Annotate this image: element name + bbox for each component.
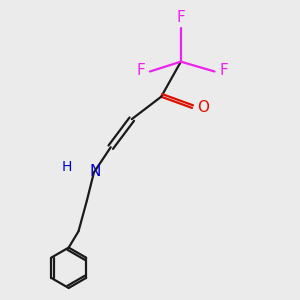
Text: N: N — [90, 164, 101, 179]
Text: F: F — [220, 63, 228, 78]
Text: F: F — [176, 10, 185, 25]
Text: O: O — [197, 100, 209, 116]
Text: H: H — [62, 160, 73, 174]
Text: F: F — [136, 63, 145, 78]
